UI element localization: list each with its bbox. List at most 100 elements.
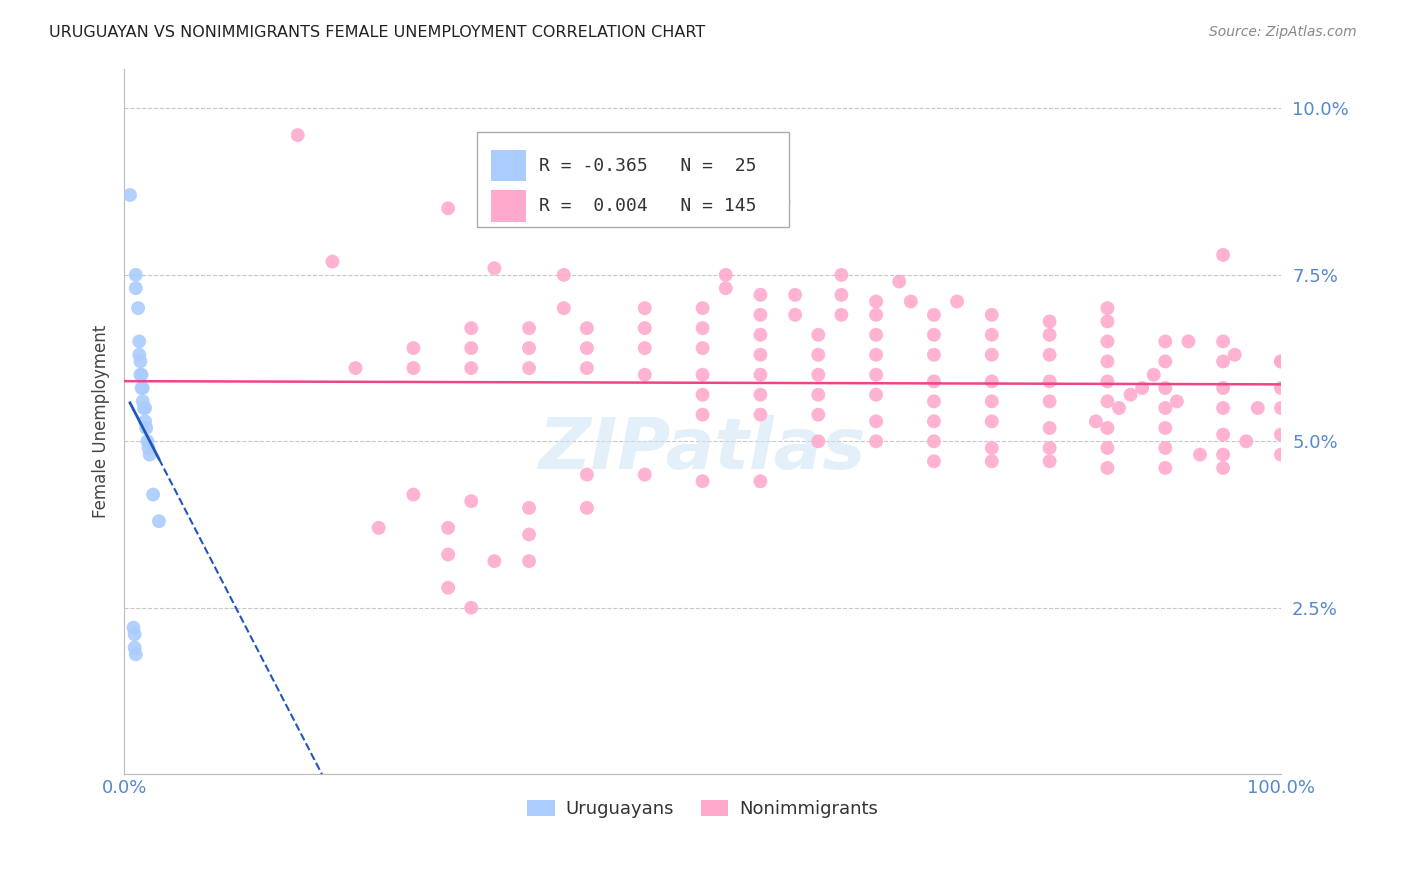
Point [1130, 381, 1153, 395]
Point [136, 434, 159, 449]
Point [367, 521, 389, 535]
Point [980, 327, 1002, 342]
Point [321, 254, 343, 268]
Point [1154, 354, 1177, 368]
Point [807, 368, 830, 382]
Point [128, 348, 150, 362]
Point [575, 467, 598, 482]
Point [980, 441, 1002, 455]
Point [807, 408, 830, 422]
Point [118, 188, 141, 202]
Point [553, 301, 575, 315]
Point [135, 421, 157, 435]
Point [517, 527, 540, 541]
Point [1154, 441, 1177, 455]
Point [1154, 461, 1177, 475]
Point [634, 321, 657, 335]
Point [1212, 334, 1234, 349]
Point [692, 408, 714, 422]
Point [1039, 421, 1062, 435]
Point [749, 327, 772, 342]
Point [749, 348, 772, 362]
Point [575, 500, 598, 515]
Point [922, 375, 945, 389]
Point [132, 394, 155, 409]
Point [1039, 441, 1062, 455]
Point [460, 361, 482, 376]
Point [900, 294, 922, 309]
Point [575, 341, 598, 355]
Point [122, 621, 145, 635]
Text: URUGUAYAN VS NONIMMIGRANTS FEMALE UNEMPLOYMENT CORRELATION CHART: URUGUAYAN VS NONIMMIGRANTS FEMALE UNEMPL… [49, 25, 706, 40]
Point [553, 268, 575, 282]
Point [1270, 381, 1292, 395]
Point [922, 327, 945, 342]
Point [1270, 448, 1292, 462]
Point [980, 348, 1002, 362]
Point [287, 128, 309, 142]
Point [134, 414, 156, 428]
Point [714, 281, 737, 295]
Point [749, 368, 772, 382]
Point [749, 308, 772, 322]
Point [1097, 421, 1119, 435]
Point [1084, 414, 1107, 428]
Point [124, 640, 146, 655]
Point [749, 474, 772, 488]
Point [142, 487, 165, 501]
Point [692, 341, 714, 355]
Point [1154, 334, 1177, 349]
Point [922, 454, 945, 468]
Point [132, 381, 155, 395]
Point [1097, 334, 1119, 349]
Point [402, 361, 425, 376]
FancyBboxPatch shape [491, 150, 526, 181]
Point [460, 341, 482, 355]
Text: R = -0.365   N =  25: R = -0.365 N = 25 [540, 156, 756, 175]
Point [575, 361, 598, 376]
Text: ZIPatlas: ZIPatlas [538, 415, 866, 484]
Point [517, 554, 540, 568]
Point [402, 487, 425, 501]
Text: Source: ZipAtlas.com: Source: ZipAtlas.com [1209, 25, 1357, 39]
Point [1212, 401, 1234, 415]
Point [889, 275, 911, 289]
FancyBboxPatch shape [477, 132, 789, 227]
FancyBboxPatch shape [491, 190, 526, 222]
Point [980, 414, 1002, 428]
Point [865, 308, 887, 322]
Point [980, 394, 1002, 409]
Point [138, 448, 160, 462]
Point [1039, 375, 1062, 389]
Point [807, 348, 830, 362]
Point [714, 268, 737, 282]
Point [127, 301, 149, 315]
Point [830, 268, 852, 282]
Point [1097, 354, 1119, 368]
Point [437, 521, 460, 535]
Point [830, 288, 852, 302]
Point [460, 321, 482, 335]
Point [772, 194, 794, 209]
Point [749, 387, 772, 401]
Point [437, 202, 460, 216]
Point [1154, 401, 1177, 415]
Point [922, 414, 945, 428]
Point [634, 341, 657, 355]
Point [131, 381, 153, 395]
Point [575, 321, 598, 335]
Point [1270, 354, 1292, 368]
Point [1188, 448, 1211, 462]
Point [1097, 461, 1119, 475]
Point [484, 554, 506, 568]
Point [517, 500, 540, 515]
Point [865, 348, 887, 362]
Point [1270, 401, 1292, 415]
Text: R =  0.004   N = 145: R = 0.004 N = 145 [540, 197, 756, 215]
Point [865, 327, 887, 342]
Point [865, 387, 887, 401]
Point [922, 394, 945, 409]
Point [785, 288, 807, 302]
Point [634, 368, 657, 382]
Point [1097, 314, 1119, 328]
